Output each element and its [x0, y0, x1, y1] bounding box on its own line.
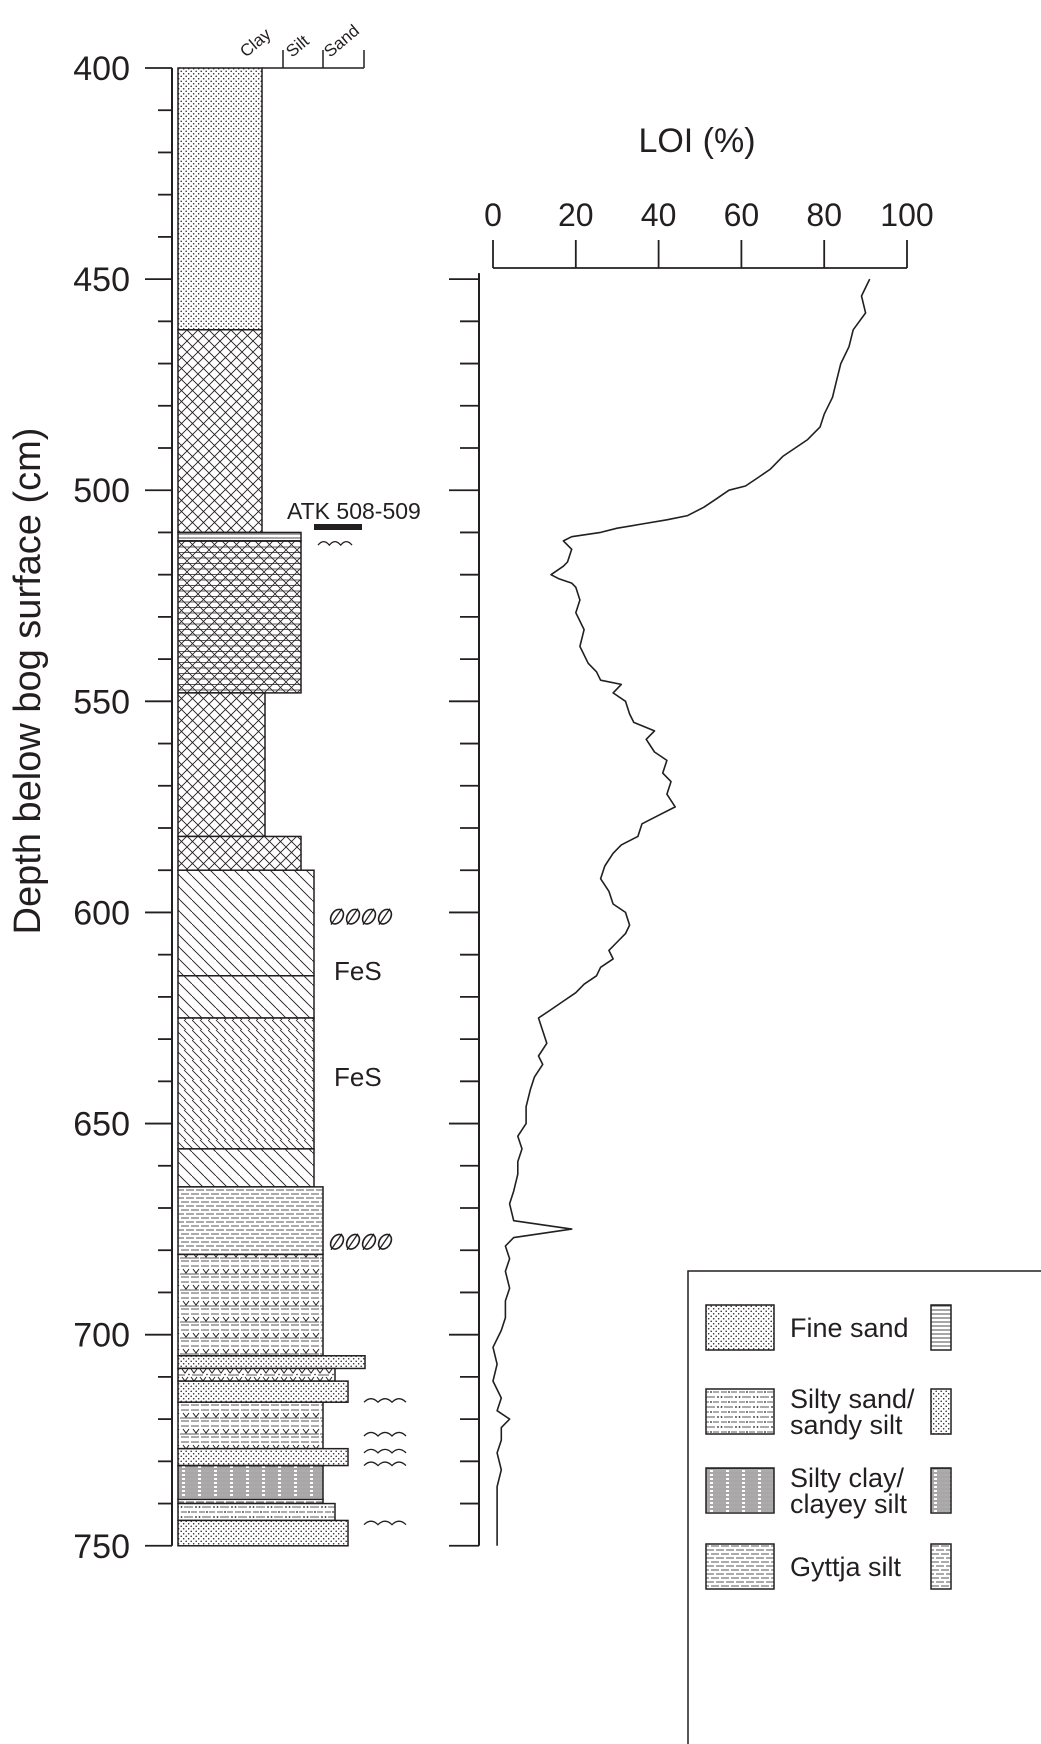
legend-swatch-cropped: [930, 1467, 952, 1514]
lithology-layer: [177, 1186, 324, 1256]
lithology-layer: [177, 869, 315, 977]
legend-label: Silty clay/clayey silt: [790, 1463, 908, 1519]
depth-tick-label: 400: [73, 50, 130, 88]
wave-icon: [363, 1398, 407, 1404]
fes-label: FeS: [334, 956, 382, 986]
depth-tick-label: 450: [73, 261, 130, 299]
depth-tick-label: 600: [73, 894, 130, 932]
wave-icon: [363, 1448, 407, 1454]
grain-size-scale: Clay Silt Sand: [236, 21, 365, 69]
grain-label-sand: Sand: [320, 21, 363, 61]
loi-tick-label: 0: [484, 197, 502, 233]
depth-tick-label: 500: [73, 472, 130, 510]
lithology-layer: [177, 835, 302, 871]
lithology-layer: [177, 1148, 315, 1188]
lithology-layer: [177, 692, 266, 838]
lithology-layer: [177, 1017, 315, 1150]
lithology-layer: [177, 540, 302, 694]
depth-axis: 400 450 500 550 600 650 700 750: [73, 50, 173, 1566]
sample-marker: [314, 524, 362, 530]
lithology-layer: [177, 1253, 324, 1357]
loi-tick-label: 40: [641, 197, 677, 233]
lithology-layer: [177, 1519, 349, 1547]
leaf-vein: [330, 908, 343, 926]
loi-tick-label: 60: [724, 197, 760, 233]
lithology-layer: [177, 1464, 324, 1501]
lithology-layer: [177, 1502, 336, 1522]
lithology-layer: [177, 67, 263, 331]
grain-label-silt: Silt: [282, 31, 313, 61]
legend-swatch-cropped: [930, 1304, 952, 1351]
fes-label: FeS: [334, 1062, 382, 1092]
column-annotations: ATK 508-509 FeS FeS: [287, 498, 421, 1092]
lithology-layer: [177, 1401, 324, 1450]
loi-tick-label: 80: [806, 197, 842, 233]
lithology-layer: [177, 531, 302, 542]
lithology-layer: [177, 1355, 366, 1370]
wave-icon: [363, 1520, 407, 1526]
loi-title: LOI (%): [638, 122, 755, 160]
legend: Fine sand Silty sand/sandy silt Silty clay…: [687, 1270, 1041, 1744]
legend-swatch-cropped: [930, 1388, 952, 1435]
legend-swatch: [705, 1388, 775, 1435]
leaf-vein: [378, 908, 391, 926]
depth-axis-label: Depth below bog surface (cm): [7, 428, 49, 935]
lithology-layer: [177, 1447, 349, 1467]
depth-tick-label: 700: [73, 1317, 130, 1355]
leaf-vein: [346, 1233, 359, 1251]
depth-tick-label: 750: [73, 1528, 130, 1566]
depth-tick-label: 650: [73, 1106, 130, 1144]
legend-label: Silty sand/sandy silt: [790, 1384, 915, 1440]
lithology-layer: [177, 1380, 349, 1403]
loi-axis: 0 20 40 60 80 100: [484, 197, 934, 269]
sample-label: ATK 508-509: [287, 498, 421, 524]
loi-tick-label: 100: [880, 197, 933, 233]
column-symbols: [317, 540, 407, 1526]
lithology-column: [177, 67, 366, 1547]
legend-swatch: [705, 1304, 775, 1351]
grain-label-clay: Clay: [236, 24, 275, 61]
depth-tick-label: 550: [73, 683, 130, 721]
lithology-layer: [177, 329, 263, 534]
loi-depth-axis: [449, 273, 480, 1547]
legend-swatch: [705, 1543, 775, 1590]
lithology-layer: [177, 1367, 336, 1382]
wave-icon: [363, 1431, 407, 1437]
legend-label: Gyttja silt: [790, 1552, 902, 1582]
leaf-vein: [346, 908, 359, 926]
legend-frame: [687, 1270, 1041, 1744]
wave-icon: [317, 540, 353, 547]
loi-series-line: [492, 278, 871, 1546]
legend-label: Fine sand: [790, 1313, 909, 1343]
lithology-layer: [177, 975, 315, 1019]
leaf-vein: [378, 1233, 391, 1251]
legend-swatch: [705, 1467, 775, 1514]
leaf-vein: [330, 1233, 343, 1251]
legend-swatch-cropped: [930, 1543, 952, 1590]
leaf-vein: [362, 908, 375, 926]
leaf-vein: [362, 1233, 375, 1251]
wave-icon: [363, 1461, 407, 1467]
loi-tick-label: 20: [558, 197, 594, 233]
